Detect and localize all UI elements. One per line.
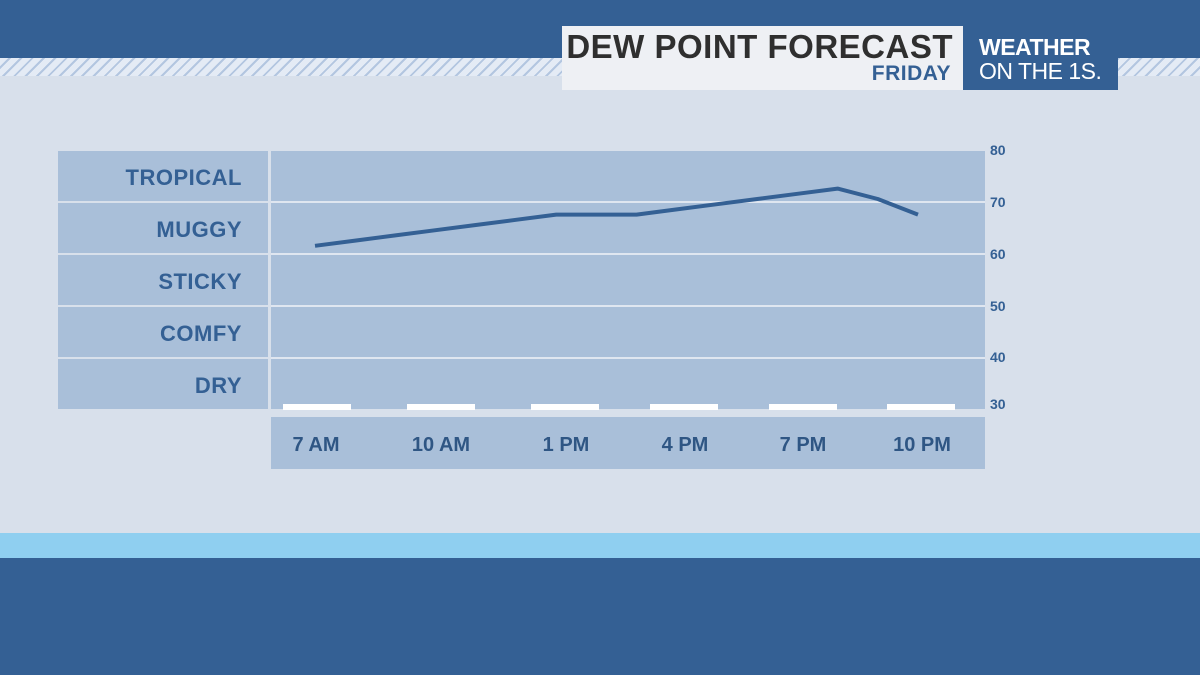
category-label: TROPICAL	[126, 165, 242, 190]
bottom-banner	[0, 558, 1200, 675]
baseline-marker	[650, 404, 718, 410]
y-tick-label: 80	[990, 142, 1006, 158]
plot-area	[271, 151, 985, 409]
category-label: MUGGY	[156, 217, 242, 242]
chart-subtitle: FRIDAY	[871, 62, 951, 85]
chart-title: DEW POINT FORECAST	[566, 28, 953, 65]
category-row	[58, 359, 268, 409]
y-tick-label: 40	[990, 349, 1006, 365]
y-tick-label: 60	[990, 246, 1006, 262]
category-row	[58, 151, 268, 201]
logo-line-2: ON THE 1S.	[979, 58, 1102, 84]
x-tick-label: 10 AM	[412, 434, 470, 456]
logo-line-1: WEATHER	[979, 34, 1091, 60]
title-box: DEW POINT FORECAST FRIDAY	[562, 26, 963, 90]
x-tick-label: 7 AM	[292, 434, 339, 456]
baseline-marker	[283, 404, 351, 410]
x-tick-label: 4 PM	[662, 434, 709, 456]
station-logo: WEATHER ON THE 1S.	[963, 26, 1118, 90]
dew-point-line	[314, 186, 919, 248]
baseline-marker	[887, 404, 955, 410]
category-label: STICKY	[158, 269, 242, 294]
x-axis-band	[271, 417, 985, 469]
baseline-marker	[531, 404, 599, 410]
category-label: COMFY	[160, 321, 242, 346]
baseline-marker	[769, 404, 837, 410]
x-tick-label: 1 PM	[543, 434, 590, 456]
y-tick-label: 50	[990, 298, 1006, 314]
category-row	[58, 255, 268, 305]
y-tick-label: 30	[990, 396, 1006, 412]
accent-band	[0, 533, 1200, 558]
x-tick-label: 7 PM	[780, 434, 827, 456]
x-tick-label: 10 PM	[893, 434, 951, 456]
baseline-marker	[407, 404, 475, 410]
category-row	[58, 203, 268, 253]
y-tick-label: 70	[990, 194, 1006, 210]
category-label: DRY	[195, 373, 242, 398]
category-row	[58, 307, 268, 357]
